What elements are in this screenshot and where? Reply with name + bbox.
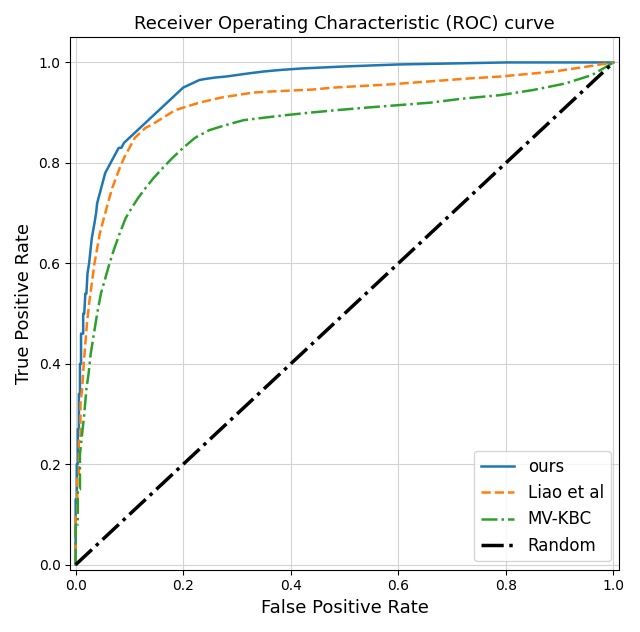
MV-KBC [106,260,113,267]
MV-KBC [76,451,84,458]
MV-KBC [84,370,92,378]
MV-KBC [87,350,95,358]
Liao et al [287,87,294,94]
MV-KBC [76,485,84,493]
MV-KBC [205,126,213,134]
Liao et al [172,106,179,114]
ours [298,64,305,72]
MV-KBC [83,385,90,392]
Line: MV-KBC: MV-KBC [76,63,614,565]
MV-KBC [128,204,136,212]
MV-KBC [116,229,124,237]
ours [610,59,618,66]
MV-KBC [72,521,79,528]
MV-KBC [561,80,569,87]
MV-KBC [282,111,289,119]
Legend: ours, Liao et al, MV-KBC, Random: ours, Liao et al, MV-KBC, Random [474,451,611,561]
MV-KBC [588,71,596,79]
ours [502,59,509,66]
ours [125,134,133,142]
Liao et al [91,260,99,267]
ours [93,199,101,207]
MV-KBC [168,154,176,162]
MV-KBC [260,114,268,121]
MV-KBC [394,101,402,109]
MV-KBC [333,106,340,114]
Liao et al [188,101,195,109]
MV-KBC [97,289,105,297]
ours [340,63,348,70]
MV-KBC [81,410,88,418]
ours [421,60,429,68]
Liao et al [438,76,445,84]
Y-axis label: True Positive Rate: True Positive Rate [15,223,33,384]
MV-KBC [134,194,142,202]
MV-KBC [221,121,229,129]
MV-KBC [111,245,118,252]
MV-KBC [497,91,504,99]
MV-KBC [610,59,618,66]
MV-KBC [239,116,247,124]
Title: Receiver Operating Characteristic (ROC) curve: Receiver Operating Characteristic (ROC) … [134,15,555,33]
MV-KBC [93,310,101,317]
MV-KBC [141,184,149,191]
MV-KBC [150,174,157,182]
MV-KBC [459,95,467,102]
MV-KBC [90,330,98,337]
MV-KBC [427,99,435,106]
MV-KBC [159,164,166,172]
Line: Liao et al: Liao et al [76,63,614,565]
ours [81,289,89,297]
MV-KBC [74,485,82,493]
MV-KBC [122,214,129,222]
MV-KBC [101,275,109,283]
Line: ours: ours [76,63,614,565]
Liao et al [610,59,618,66]
MV-KBC [362,104,370,111]
MV-KBC [72,561,79,569]
MV-KBC [529,87,537,94]
MV-KBC [306,109,314,116]
MV-KBC [78,430,86,438]
MV-KBC [191,134,199,142]
Liao et al [72,561,79,569]
ours [72,561,79,569]
Liao et al [163,111,171,119]
X-axis label: False Positive Rate: False Positive Rate [260,599,429,617]
MV-KBC [74,521,82,528]
MV-KBC [179,144,187,152]
